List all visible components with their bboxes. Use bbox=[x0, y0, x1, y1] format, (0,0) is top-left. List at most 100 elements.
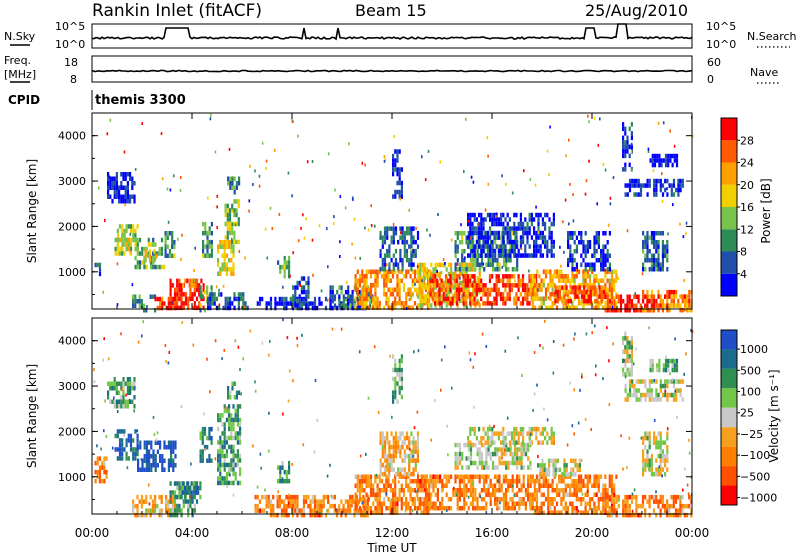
power-cell-33 bbox=[624, 183, 627, 188]
power-cell-22 bbox=[379, 235, 382, 240]
power-cell-13 bbox=[228, 258, 231, 263]
power-speck bbox=[231, 222, 234, 226]
velocity-cell-18 bbox=[573, 510, 576, 515]
velocity-cell-15 bbox=[474, 497, 477, 502]
velocity-cell-1 bbox=[132, 438, 135, 443]
velocity-cell-15 bbox=[430, 474, 433, 479]
power-cell-21 bbox=[365, 296, 368, 301]
power-cell-21 bbox=[376, 283, 379, 288]
velocity-cell-12 bbox=[376, 474, 379, 479]
velocity-cell-12 bbox=[363, 497, 366, 502]
velocity-cell-19 bbox=[548, 463, 551, 468]
velocity-cell-21 bbox=[666, 392, 669, 398]
power-cell-36 bbox=[658, 158, 661, 163]
power-cell-22 bbox=[392, 235, 395, 240]
power-cell-26 bbox=[456, 249, 459, 254]
velocity-cell-14 bbox=[394, 358, 397, 364]
velocity-cell-18 bbox=[536, 479, 539, 484]
power-cell-30 bbox=[584, 267, 587, 272]
velocity-cell-4 bbox=[145, 508, 148, 513]
nsearch-label: N.Search bbox=[747, 30, 797, 43]
power-cell-28 bbox=[562, 305, 565, 310]
power-cell-25 bbox=[510, 287, 514, 293]
power-cell-27 bbox=[484, 253, 487, 258]
velocity-cell-13 bbox=[397, 444, 400, 450]
velocity-cell-4 bbox=[173, 503, 176, 509]
velocity-cell-13 bbox=[383, 449, 387, 454]
power-cell-21 bbox=[394, 301, 397, 306]
velocity-cell-13 bbox=[397, 440, 400, 445]
power-cell-22 bbox=[392, 230, 395, 236]
power-cell-27 bbox=[471, 248, 474, 254]
velocity-cell-14 bbox=[394, 390, 397, 395]
power-cell-25 bbox=[526, 287, 529, 293]
velocity-cell-20 bbox=[628, 508, 631, 513]
velocity-cell-7 bbox=[201, 435, 204, 441]
velocity-cell-18 bbox=[584, 501, 587, 506]
velocity-cell-13 bbox=[379, 458, 382, 463]
power-speck bbox=[505, 182, 507, 186]
velocity-cell-12 bbox=[378, 492, 381, 497]
power-speck bbox=[435, 293, 437, 297]
power-cell-29 bbox=[574, 289, 577, 295]
power-cell-28 bbox=[597, 278, 600, 283]
velocity-cell-13 bbox=[416, 453, 420, 459]
power-cell-24 bbox=[458, 271, 461, 277]
power-cell-20 bbox=[340, 289, 343, 295]
velocity-cell-8 bbox=[236, 453, 239, 459]
power-speck bbox=[218, 288, 220, 292]
velocity-cell-20 bbox=[622, 503, 625, 509]
velocity-cell-16 bbox=[463, 442, 466, 448]
power-cell-31 bbox=[637, 294, 640, 299]
power-cell-27 bbox=[541, 235, 544, 240]
power-speck bbox=[274, 148, 276, 152]
velocity-cell-16 bbox=[494, 465, 497, 470]
velocity-cell-18 bbox=[573, 506, 576, 511]
power-cell-25 bbox=[451, 301, 454, 306]
power-cell-34 bbox=[644, 258, 647, 263]
velocity-cell-10 bbox=[272, 494, 275, 500]
velocity-cell-15 bbox=[423, 506, 426, 511]
velocity-cell-10 bbox=[329, 503, 332, 509]
power-cell-19 bbox=[292, 298, 295, 304]
velocity-cell-10 bbox=[340, 499, 343, 504]
velocity-cell-4 bbox=[167, 508, 170, 513]
velocity-cell-18 bbox=[551, 510, 554, 515]
velocity-cell-20 bbox=[606, 494, 609, 500]
power-cell-31 bbox=[617, 294, 620, 299]
power-cell-35 bbox=[626, 135, 629, 141]
power-cell-36 bbox=[658, 162, 661, 168]
power-cell-29 bbox=[580, 289, 584, 295]
velocity-cell-12 bbox=[354, 483, 357, 488]
velocity-cell-16 bbox=[527, 442, 530, 448]
power-cell-29 bbox=[567, 298, 570, 304]
velocity-cell-15 bbox=[522, 501, 525, 506]
power-cell-30 bbox=[593, 253, 596, 258]
velocity-cell-15 bbox=[463, 497, 466, 502]
power-cell-13 bbox=[223, 267, 226, 272]
velocity-cell-15 bbox=[428, 488, 431, 493]
velocity-cell-3 bbox=[118, 390, 121, 395]
velocity-cell-16 bbox=[483, 460, 486, 466]
velocity-cell-12 bbox=[422, 501, 425, 506]
velocity-cell-19 bbox=[578, 458, 581, 464]
velocity-cell-20 bbox=[683, 503, 686, 509]
power-cell-16 bbox=[207, 301, 210, 306]
velocity-cell-15 bbox=[423, 479, 426, 484]
velocity-cell-4 bbox=[160, 494, 163, 500]
power-cell-21 bbox=[369, 274, 373, 279]
power-cell-34 bbox=[653, 258, 656, 263]
velocity-cell-20 bbox=[648, 494, 651, 500]
power-cell-36 bbox=[651, 162, 654, 168]
power-speck bbox=[123, 150, 126, 154]
power-cell-14 bbox=[233, 199, 236, 204]
velocity-cell-17 bbox=[486, 426, 489, 432]
velocity-cell-19 bbox=[561, 472, 564, 477]
velocity-cell-8 bbox=[225, 476, 228, 481]
power-cell-12 bbox=[206, 235, 209, 240]
power-cell-27 bbox=[482, 235, 485, 240]
power-cell-26 bbox=[496, 267, 499, 272]
power-speck bbox=[289, 274, 291, 278]
power-cell-28 bbox=[595, 278, 598, 283]
velocity-cell-7 bbox=[203, 431, 207, 436]
